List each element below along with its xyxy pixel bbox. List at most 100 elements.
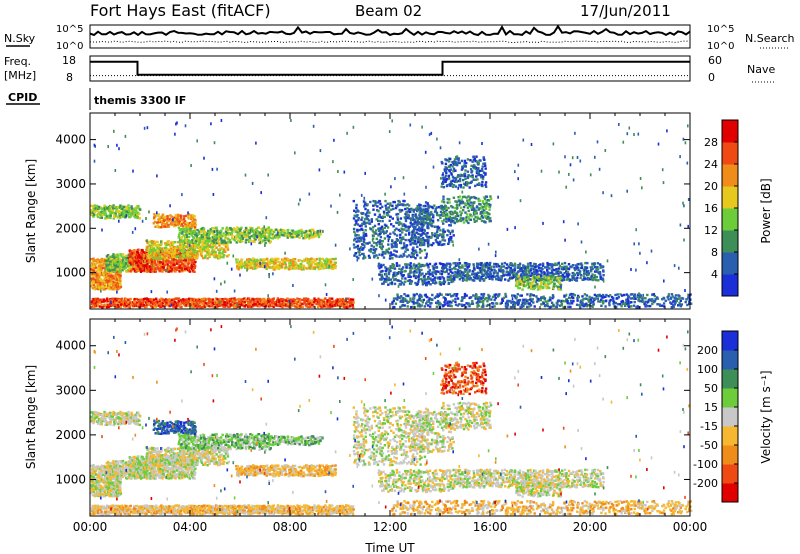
- power-echo-cell: [275, 303, 278, 307]
- power-echo-cell: [392, 274, 395, 277]
- power-echo-cell: [124, 305, 127, 308]
- power-echo-cell: [451, 206, 454, 209]
- power-echo-cell: [153, 301, 156, 304]
- power-echo-cell: [469, 214, 472, 217]
- power-echo-cell: [454, 270, 457, 274]
- power-echo-cell: [295, 302, 298, 306]
- power-echo-cell: [372, 234, 375, 237]
- power-echo-cell: [417, 241, 420, 244]
- power-echo-cell: [405, 244, 409, 247]
- power-echo-cell: [406, 203, 409, 206]
- power-echo-cell: [192, 258, 195, 262]
- power-echo-cell: [449, 168, 453, 171]
- power-echo-cell: [481, 169, 484, 172]
- power-echo-cell: [206, 236, 209, 240]
- power-echo-cell: [106, 254, 110, 257]
- power-echo-cell: [96, 275, 99, 279]
- power-echo-cell: [380, 225, 384, 228]
- power-echo-cell: [188, 242, 191, 245]
- power-echo-cell: [362, 220, 366, 223]
- power-echo-cell: [331, 302, 334, 305]
- power-echo-cell: [96, 302, 100, 305]
- power-echo-cell: [425, 234, 428, 237]
- power-echo-cell: [190, 231, 194, 235]
- power-echo-cell: [91, 272, 94, 275]
- power-echo-cell: [107, 214, 111, 217]
- power-echo-cell: [477, 276, 480, 280]
- power-echo-cell: [156, 221, 159, 224]
- power-echo-cell: [235, 261, 238, 264]
- power-echo-cell: [201, 302, 205, 306]
- power-echo-cell: [160, 240, 164, 243]
- power-echo-cell: [470, 215, 474, 218]
- power-echo-cell: [223, 248, 226, 251]
- power-echo-cell: [315, 263, 318, 266]
- power-echo-cell: [104, 213, 108, 216]
- power-echo-cell: [233, 302, 237, 305]
- power-echo-cell: [356, 244, 360, 248]
- power-echo-cell: [276, 297, 280, 300]
- power-echo-cell: [170, 261, 173, 265]
- power-echo-cell: [292, 231, 296, 234]
- power-echo-cell: [354, 252, 358, 255]
- power-echo-cell: [426, 235, 429, 239]
- power-echo-cell: [465, 213, 469, 216]
- power-echo-cell: [431, 271, 434, 274]
- power-echo-cell: [125, 205, 128, 209]
- power-echo-cell: [107, 277, 110, 281]
- power-echo-cell: [191, 301, 194, 304]
- power-echo-cell: [481, 177, 485, 180]
- power-echo-cell: [179, 303, 182, 306]
- power-echo-cell: [437, 226, 441, 229]
- power-echo-cell: [222, 299, 225, 302]
- power-echo-cell: [191, 239, 194, 242]
- power-echo-cell: [442, 198, 445, 201]
- power-echo-cell: [484, 167, 487, 170]
- power-echo-cell: [150, 304, 153, 308]
- power-echo-cell: [364, 201, 367, 204]
- power-echo-cell: [404, 238, 407, 242]
- power-echo-cell: [191, 216, 195, 219]
- power-echo-cell: [484, 183, 487, 187]
- power-echo-cell: [422, 281, 425, 284]
- power-echo-cell: [228, 239, 232, 242]
- power-echo-cell: [193, 298, 197, 301]
- power-echo-cell: [187, 301, 190, 304]
- power-echo-cell: [238, 297, 241, 301]
- power-echo-cell: [485, 211, 489, 214]
- power-echo-cell: [364, 256, 367, 259]
- power-echo-cell: [358, 253, 361, 257]
- power-echo-cell: [453, 217, 457, 220]
- power-echo-cell: [415, 251, 418, 254]
- power-echo-cell: [164, 303, 167, 306]
- power-echo-cell: [94, 209, 98, 213]
- power-echo-cell: [418, 203, 421, 206]
- power-echo-cell: [235, 258, 238, 261]
- power-echo-cell: [249, 302, 252, 305]
- power-echo-cell: [472, 218, 476, 221]
- power-echo-cell: [163, 268, 167, 272]
- power-echo-cell: [98, 259, 101, 262]
- power-echo-cell: [205, 246, 208, 249]
- power-echo-cell: [240, 234, 243, 238]
- power-echo-cell: [160, 226, 163, 229]
- power-echo-cell: [483, 278, 486, 281]
- power-echo-cell: [453, 221, 457, 225]
- power-echo-cell: [404, 212, 407, 216]
- power-echo-cell: [171, 298, 174, 301]
- power-echo-cell: [452, 170, 455, 173]
- power-echo-cell: [250, 260, 253, 263]
- power-echo-cell: [178, 270, 181, 273]
- power-echo-cell: [176, 215, 180, 218]
- power-echo-cell: [261, 264, 264, 267]
- power-echo-cell: [157, 243, 161, 246]
- power-echo-cell: [407, 204, 411, 207]
- power-echo-cell: [203, 231, 207, 234]
- power-echo-cell: [92, 213, 96, 216]
- power-echo-cell: [424, 221, 428, 224]
- power-echo-cell: [420, 238, 423, 242]
- power-echo-cell: [183, 227, 186, 231]
- power-echo-cell: [320, 303, 323, 306]
- power-echo-cell: [160, 255, 164, 258]
- power-echo-cell: [439, 277, 442, 280]
